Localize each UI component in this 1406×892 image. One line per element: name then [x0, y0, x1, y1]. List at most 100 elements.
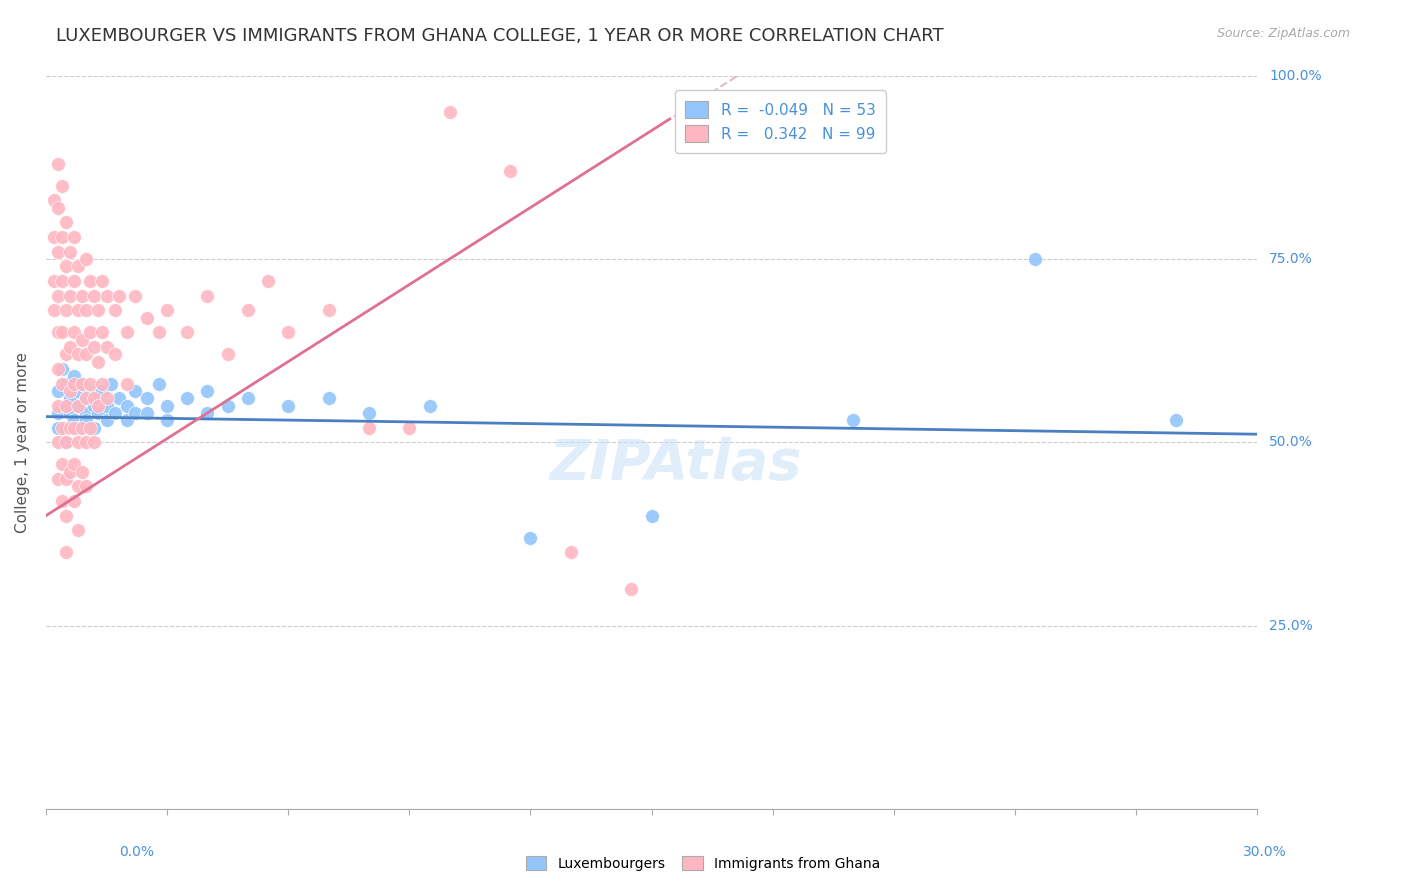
Point — [63, 494, 86, 508]
Point — [42, 193, 65, 207]
Text: 0.0%: 0.0% — [120, 845, 155, 859]
Point — [67, 347, 90, 361]
Point — [1024, 252, 1046, 266]
Point — [197, 288, 219, 302]
Point — [63, 376, 86, 391]
Text: 25.0%: 25.0% — [1270, 619, 1313, 632]
Point — [83, 435, 105, 450]
Point — [277, 325, 299, 339]
Point — [42, 303, 65, 318]
Point — [55, 376, 77, 391]
Point — [67, 384, 90, 398]
Point — [91, 384, 114, 398]
Point — [79, 274, 101, 288]
Point — [124, 288, 146, 302]
Point — [46, 406, 69, 420]
Point — [87, 399, 110, 413]
Point — [83, 340, 105, 354]
Point — [842, 413, 865, 427]
Point — [217, 347, 239, 361]
Point — [46, 399, 69, 413]
Point — [148, 376, 170, 391]
Point — [236, 391, 259, 405]
Point — [59, 340, 82, 354]
Point — [107, 288, 129, 302]
Point — [51, 420, 73, 434]
Point — [75, 252, 97, 266]
Text: 75.0%: 75.0% — [1270, 252, 1313, 266]
Point — [91, 274, 114, 288]
Point — [75, 406, 97, 420]
Point — [519, 531, 541, 545]
Point — [104, 303, 127, 318]
Point — [67, 420, 90, 434]
Point — [59, 391, 82, 405]
Point — [620, 582, 643, 596]
Point — [357, 406, 380, 420]
Point — [46, 244, 69, 259]
Point — [135, 310, 157, 325]
Point — [499, 164, 522, 178]
Point — [75, 479, 97, 493]
Point — [67, 435, 90, 450]
Point — [83, 288, 105, 302]
Point — [55, 545, 77, 559]
Text: 50.0%: 50.0% — [1270, 435, 1313, 450]
Point — [55, 399, 77, 413]
Point — [55, 303, 77, 318]
Point — [560, 545, 582, 559]
Point — [72, 376, 94, 391]
Point — [72, 465, 94, 479]
Point — [83, 399, 105, 413]
Point — [87, 406, 110, 420]
Point — [100, 376, 122, 391]
Point — [135, 406, 157, 420]
Point — [55, 508, 77, 523]
Point — [104, 347, 127, 361]
Point — [156, 399, 179, 413]
Point — [357, 420, 380, 434]
Point — [55, 259, 77, 273]
Point — [51, 457, 73, 471]
Point — [115, 376, 138, 391]
Point — [63, 274, 86, 288]
Point — [124, 384, 146, 398]
Legend: R =  -0.049   N = 53, R =   0.342   N = 99: R = -0.049 N = 53, R = 0.342 N = 99 — [675, 90, 886, 153]
Point — [83, 420, 105, 434]
Point — [156, 413, 179, 427]
Point — [67, 399, 90, 413]
Point — [67, 303, 90, 318]
Point — [156, 303, 179, 318]
Point — [46, 288, 69, 302]
Point — [55, 435, 77, 450]
Point — [79, 325, 101, 339]
Point — [59, 244, 82, 259]
Point — [55, 215, 77, 229]
Point — [67, 399, 90, 413]
Point — [115, 399, 138, 413]
Point — [72, 420, 94, 434]
Point — [148, 325, 170, 339]
Point — [63, 457, 86, 471]
Point — [87, 354, 110, 368]
Point — [72, 333, 94, 347]
Point — [176, 391, 198, 405]
Point — [75, 435, 97, 450]
Point — [79, 376, 101, 391]
Point — [63, 413, 86, 427]
Point — [63, 369, 86, 384]
Point — [318, 303, 340, 318]
Point — [46, 156, 69, 170]
Point — [91, 376, 114, 391]
Point — [55, 347, 77, 361]
Point — [257, 274, 280, 288]
Point — [46, 472, 69, 486]
Point — [42, 230, 65, 244]
Point — [59, 406, 82, 420]
Point — [55, 399, 77, 413]
Text: 30.0%: 30.0% — [1243, 845, 1286, 859]
Point — [96, 399, 118, 413]
Point — [46, 362, 69, 376]
Point — [439, 105, 461, 120]
Point — [398, 420, 420, 434]
